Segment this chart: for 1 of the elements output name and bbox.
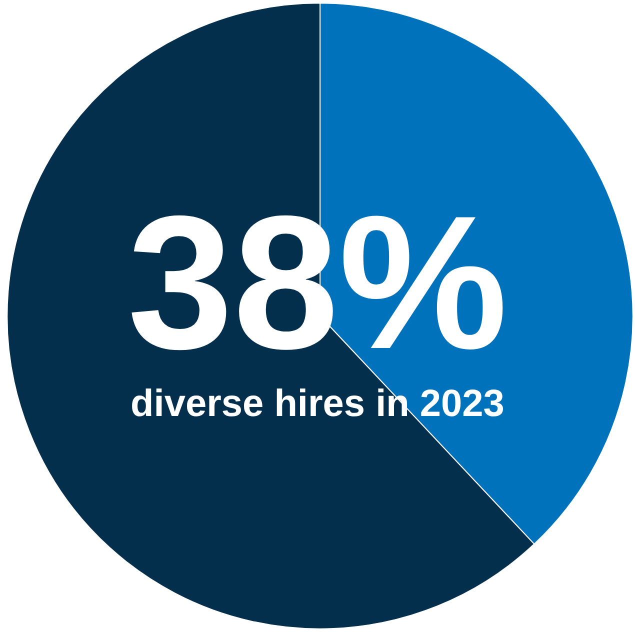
text: diverse hires in 2023: [130, 383, 504, 425]
